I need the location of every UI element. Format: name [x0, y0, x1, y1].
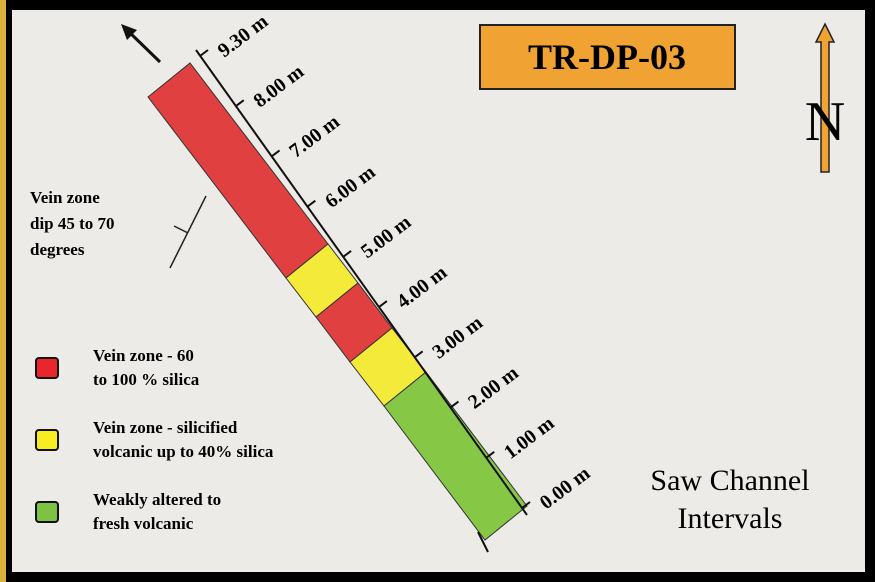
legend-swatch — [35, 429, 59, 451]
scale-tick — [521, 501, 531, 509]
title-box — [479, 24, 736, 90]
legend-text: to 100 % silica — [93, 370, 200, 389]
caption-line: Intervals — [678, 502, 783, 535]
legend: Vein zone - 60 to 100 % silica Vein zone -… — [35, 346, 274, 533]
note-line: dip 45 to 70 — [30, 214, 115, 233]
scale-tick — [235, 99, 245, 108]
dip-tick — [173, 225, 189, 234]
direction-arrow — [125, 28, 162, 64]
scale-tick — [414, 350, 424, 359]
segment-green — [383, 371, 528, 541]
legend-text: Vein zone - silicified — [93, 418, 238, 437]
frame-edge — [0, 0, 6, 582]
title: TR-DP-03 — [528, 37, 686, 77]
scale-line — [195, 49, 528, 516]
legend-text: volcanic up to 40% silica — [93, 442, 274, 461]
scale-tick — [306, 199, 316, 208]
north-label: N — [805, 91, 845, 153]
scale-tick — [270, 149, 281, 158]
note: Vein zone dip 45 to 70 degrees — [30, 188, 115, 259]
note-line: Vein zone — [30, 188, 100, 207]
legend-text: Vein zone - 60 — [93, 346, 194, 365]
legend-text: fresh volcanic — [93, 514, 194, 533]
scale-tick — [485, 450, 495, 459]
scale-tick — [342, 250, 352, 258]
scale-end — [477, 531, 489, 553]
scale-tick — [378, 300, 388, 308]
north-arrow — [814, 22, 836, 173]
legend-text: Weakly altered to — [93, 490, 221, 509]
caption: Saw Channel Intervals — [650, 464, 809, 535]
legend-swatch — [35, 357, 59, 379]
note-line: degrees — [30, 240, 85, 259]
arrow-head — [121, 24, 137, 40]
caption-line: Saw Channel — [650, 464, 809, 497]
scale-tick — [449, 400, 460, 409]
dip-symbol — [169, 195, 207, 269]
scale-tick — [199, 49, 209, 57]
legend-swatch — [35, 501, 59, 523]
